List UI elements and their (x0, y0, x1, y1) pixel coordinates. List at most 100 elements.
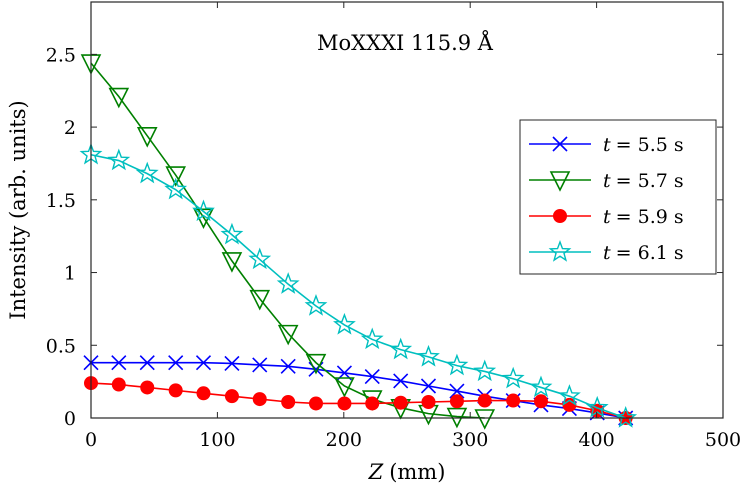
series-1-point-6 (252, 357, 268, 373)
chart-title: MoXXXI 115.9 Å (317, 30, 494, 55)
series-3-point-6 (252, 392, 267, 407)
series-2 (80, 54, 496, 430)
legend-label-value: = 5.7 s (616, 170, 684, 192)
series-3-point-8 (308, 396, 323, 411)
series-2-point-3 (165, 166, 186, 187)
x-tick-label-2: 200 (326, 429, 362, 451)
series-4-point-19 (614, 406, 638, 428)
legend-item-1: t = 5.5 s (529, 134, 684, 156)
series-4-point-13 (445, 353, 469, 376)
legend-marker-3 (553, 209, 567, 223)
legend-label-variable: t (603, 170, 611, 192)
y-tick-label-5: 2.5 (46, 44, 76, 66)
series-4-point-16 (529, 375, 553, 398)
series-2-point-8 (305, 353, 327, 375)
x-tick-label-5: 500 (705, 429, 741, 451)
legend-label-variable: t (603, 242, 611, 264)
series-2-point-9 (334, 377, 355, 398)
series-4-point-12 (417, 344, 440, 367)
series-4-point-17 (558, 384, 581, 406)
y-axis-label: Intensity (arb. units) (6, 100, 30, 319)
legend-label-variable: t (603, 134, 611, 156)
series-4-point-15 (501, 366, 525, 389)
series-3-point-15 (506, 393, 521, 408)
x-axis-label: Z (mm) (368, 460, 446, 484)
series-4-point-2 (135, 161, 159, 184)
series-1-point-10 (364, 368, 380, 385)
y-tick-label-0: 0 (64, 408, 76, 430)
plot-frame (90, 1, 724, 419)
series-1-point-3 (168, 355, 184, 371)
series-4-point-10 (360, 327, 384, 350)
series-2-point-14 (474, 409, 496, 430)
series-4-point-9 (333, 312, 356, 335)
legend-marker-1 (552, 136, 568, 152)
x-tick-label-1: 100 (199, 429, 235, 451)
y-tick-label-1: 0.5 (46, 335, 76, 357)
series-3-point-1 (111, 377, 126, 392)
series-4-point-8 (304, 294, 328, 316)
legend-label-4: t = 6.1 s (603, 242, 684, 264)
legend-label-1: t = 5.5 s (603, 134, 684, 156)
legend-marker-4 (548, 240, 572, 262)
series-4-point-7 (276, 272, 300, 294)
series-3-point-16 (533, 394, 548, 409)
series-1-point-4 (195, 355, 212, 371)
y-tick-label-2: 1 (64, 263, 76, 285)
legend-label-value: = 6.1 s (616, 242, 684, 264)
series-1-point-2 (139, 355, 155, 371)
series-3-point-12 (421, 395, 436, 409)
series-3-point-9 (337, 396, 352, 411)
legend-item-4: t = 6.1 s (529, 240, 684, 264)
series-3-point-4 (196, 386, 211, 401)
series-1-point-7 (280, 358, 296, 374)
series-3-point-5 (224, 389, 239, 404)
x-tick-label-4: 400 (578, 429, 614, 451)
legend-label-3: t = 5.9 s (603, 206, 684, 228)
series-3-point-3 (168, 383, 183, 398)
legend-marker-2 (549, 171, 571, 192)
series-3-point-13 (449, 394, 464, 409)
series-2-line (90, 62, 485, 419)
series-4-point-4 (192, 199, 215, 222)
legend-item-3: t = 5.9 s (529, 206, 684, 228)
series-3-point-7 (281, 395, 296, 409)
series-3 (84, 376, 633, 425)
x-tick-label-3: 300 (452, 429, 488, 451)
x-axis-label-variable: Z (368, 460, 384, 484)
series-4-point-14 (473, 359, 497, 382)
series-3-point-11 (393, 395, 408, 410)
series-4-point-5 (220, 222, 244, 245)
series-4-point-18 (585, 395, 609, 418)
legend-label-value: = 5.9 s (616, 206, 684, 228)
legend-label-2: t = 5.7 s (603, 170, 684, 192)
series-3-point-2 (140, 380, 155, 395)
series-4-point-3 (164, 177, 188, 200)
x-tick-label-0: 0 (85, 429, 97, 451)
legend-item-2: t = 5.7 s (529, 170, 684, 192)
series-1-point-12 (420, 378, 437, 394)
series-2-point-1 (108, 87, 130, 109)
series-4-point-6 (248, 247, 272, 270)
series-2-point-2 (136, 127, 158, 148)
series-4-point-11 (389, 337, 413, 360)
series-3-point-10 (365, 396, 380, 411)
y-tick-label-3: 1.5 (46, 190, 76, 212)
series-1-point-13 (449, 383, 465, 399)
series-1-point-1 (111, 355, 127, 371)
series-1-point-5 (224, 355, 240, 372)
x-axis-label-unit: (mm) (389, 460, 445, 484)
tick-layer: 0 100 200 300 400 500 0 0.5 1 1.5 2 2.5 (46, 2, 741, 451)
series-2-point-7 (277, 324, 299, 346)
series-4-point-1 (107, 148, 131, 171)
legend-label-value: = 5.5 s (616, 134, 684, 156)
series-1-point-11 (393, 373, 409, 389)
legend-label-variable: t (603, 206, 611, 228)
series-2-point-6 (249, 289, 271, 311)
legend: t = 5.5 st = 5.7 st = 5.9 st = 6.1 s (519, 119, 717, 275)
series-2-point-5 (221, 252, 243, 273)
series-3-point-14 (477, 393, 492, 408)
y-tick-label-4: 2 (64, 117, 76, 139)
